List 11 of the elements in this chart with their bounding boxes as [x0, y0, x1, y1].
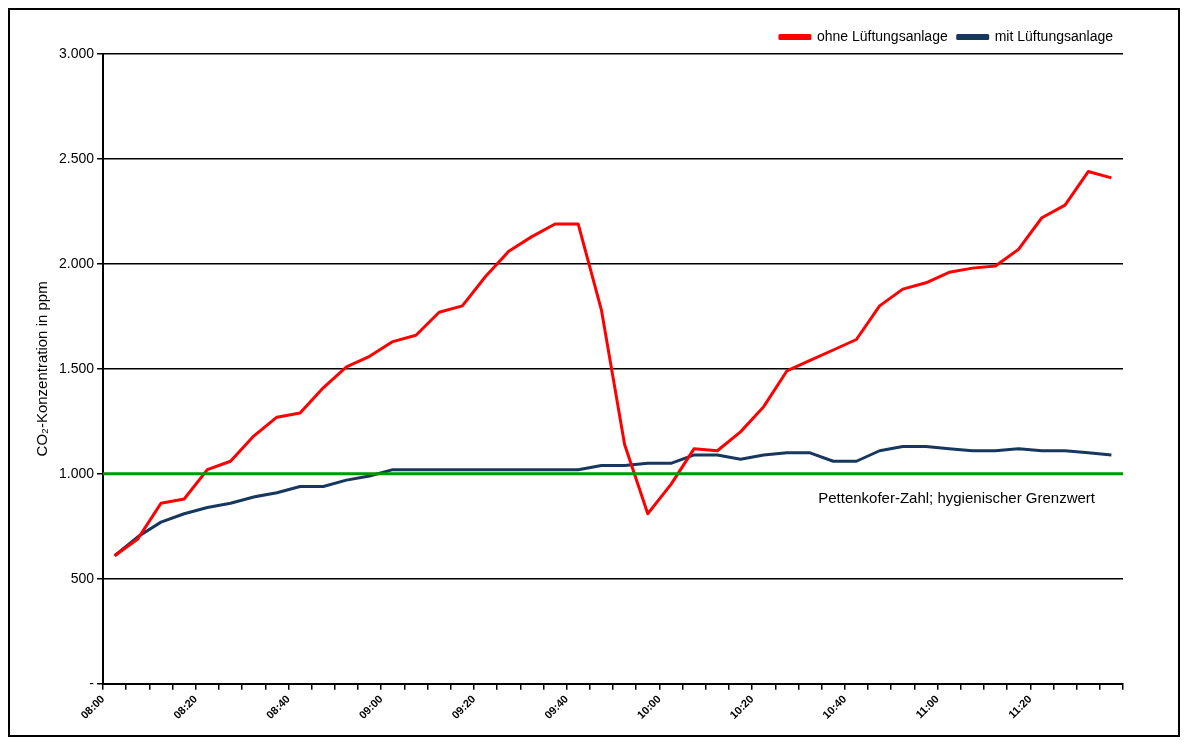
y-tick-label: 500	[70, 569, 95, 586]
ref-line-label: Pettenkofer-Zahl; hygienischer Grenzwert	[818, 489, 1096, 507]
legend-label: mit Lüftungsanlage	[994, 27, 1114, 44]
y-axis-title: CO₂-Konzentration in ppm	[33, 281, 51, 457]
legend-label: ohne Lüftungsanlage	[816, 27, 948, 44]
y-tick-label: 2.500	[58, 149, 95, 166]
y-tick-label: 1.500	[58, 359, 95, 376]
y-tick-label: 3.000	[58, 44, 95, 61]
y-tick-label: -	[89, 674, 95, 691]
y-tick-label: 2.000	[58, 254, 95, 271]
y-tick-label: 1.000	[58, 464, 95, 481]
